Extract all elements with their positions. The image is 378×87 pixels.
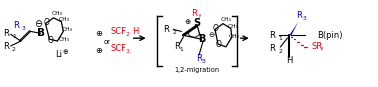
Text: O: O [43, 18, 50, 27]
Text: H: H [132, 27, 138, 36]
Text: ⊖: ⊖ [208, 32, 214, 38]
Text: 1: 1 [179, 47, 183, 52]
Text: CH₃: CH₃ [59, 17, 70, 22]
Text: 2: 2 [12, 47, 15, 52]
Polygon shape [290, 22, 298, 35]
Text: R: R [3, 42, 9, 51]
Text: ⊖: ⊖ [34, 19, 43, 29]
Text: 3: 3 [126, 49, 130, 54]
Text: H: H [286, 56, 293, 65]
Text: R: R [270, 44, 276, 53]
Text: R: R [174, 42, 180, 51]
Text: R: R [270, 31, 276, 40]
Text: or: or [104, 39, 110, 45]
Text: 3: 3 [201, 59, 205, 64]
Text: B(pin): B(pin) [317, 31, 342, 40]
Text: R: R [13, 21, 19, 30]
Text: R: R [164, 25, 169, 34]
Text: O: O [216, 40, 222, 49]
Text: SCF: SCF [111, 44, 127, 53]
Text: 2: 2 [126, 32, 130, 37]
Text: 1: 1 [279, 36, 282, 41]
Text: O: O [213, 24, 219, 33]
Text: CH₃: CH₃ [62, 27, 73, 32]
Text: 3: 3 [302, 16, 306, 21]
Text: 2: 2 [172, 30, 176, 35]
Text: R: R [196, 54, 202, 63]
Text: CH₃: CH₃ [59, 37, 70, 42]
Text: CH₃: CH₃ [227, 24, 239, 29]
Text: B: B [37, 28, 45, 38]
Text: ⊕: ⊕ [96, 29, 102, 38]
Text: Li: Li [55, 50, 62, 59]
Text: ⊕: ⊕ [96, 46, 102, 55]
Text: f: f [199, 14, 201, 19]
Text: B: B [198, 34, 206, 44]
Text: CH₃: CH₃ [228, 34, 239, 39]
Text: 1: 1 [12, 34, 15, 39]
Text: O: O [48, 36, 53, 45]
Text: CH₃: CH₃ [52, 11, 63, 16]
Text: 1,2-migration: 1,2-migration [175, 67, 220, 73]
Text: SR: SR [311, 42, 322, 51]
Text: CH₃: CH₃ [220, 17, 231, 22]
Text: f: f [321, 47, 323, 52]
Text: R: R [296, 11, 302, 20]
Text: ⊕: ⊕ [184, 19, 190, 25]
Text: 2: 2 [279, 49, 282, 54]
Text: R: R [3, 29, 9, 38]
Text: S: S [194, 18, 201, 28]
Text: ⊕: ⊕ [62, 49, 68, 55]
Text: R: R [191, 9, 197, 18]
Text: 3: 3 [22, 26, 26, 31]
Text: SCF: SCF [111, 27, 127, 36]
